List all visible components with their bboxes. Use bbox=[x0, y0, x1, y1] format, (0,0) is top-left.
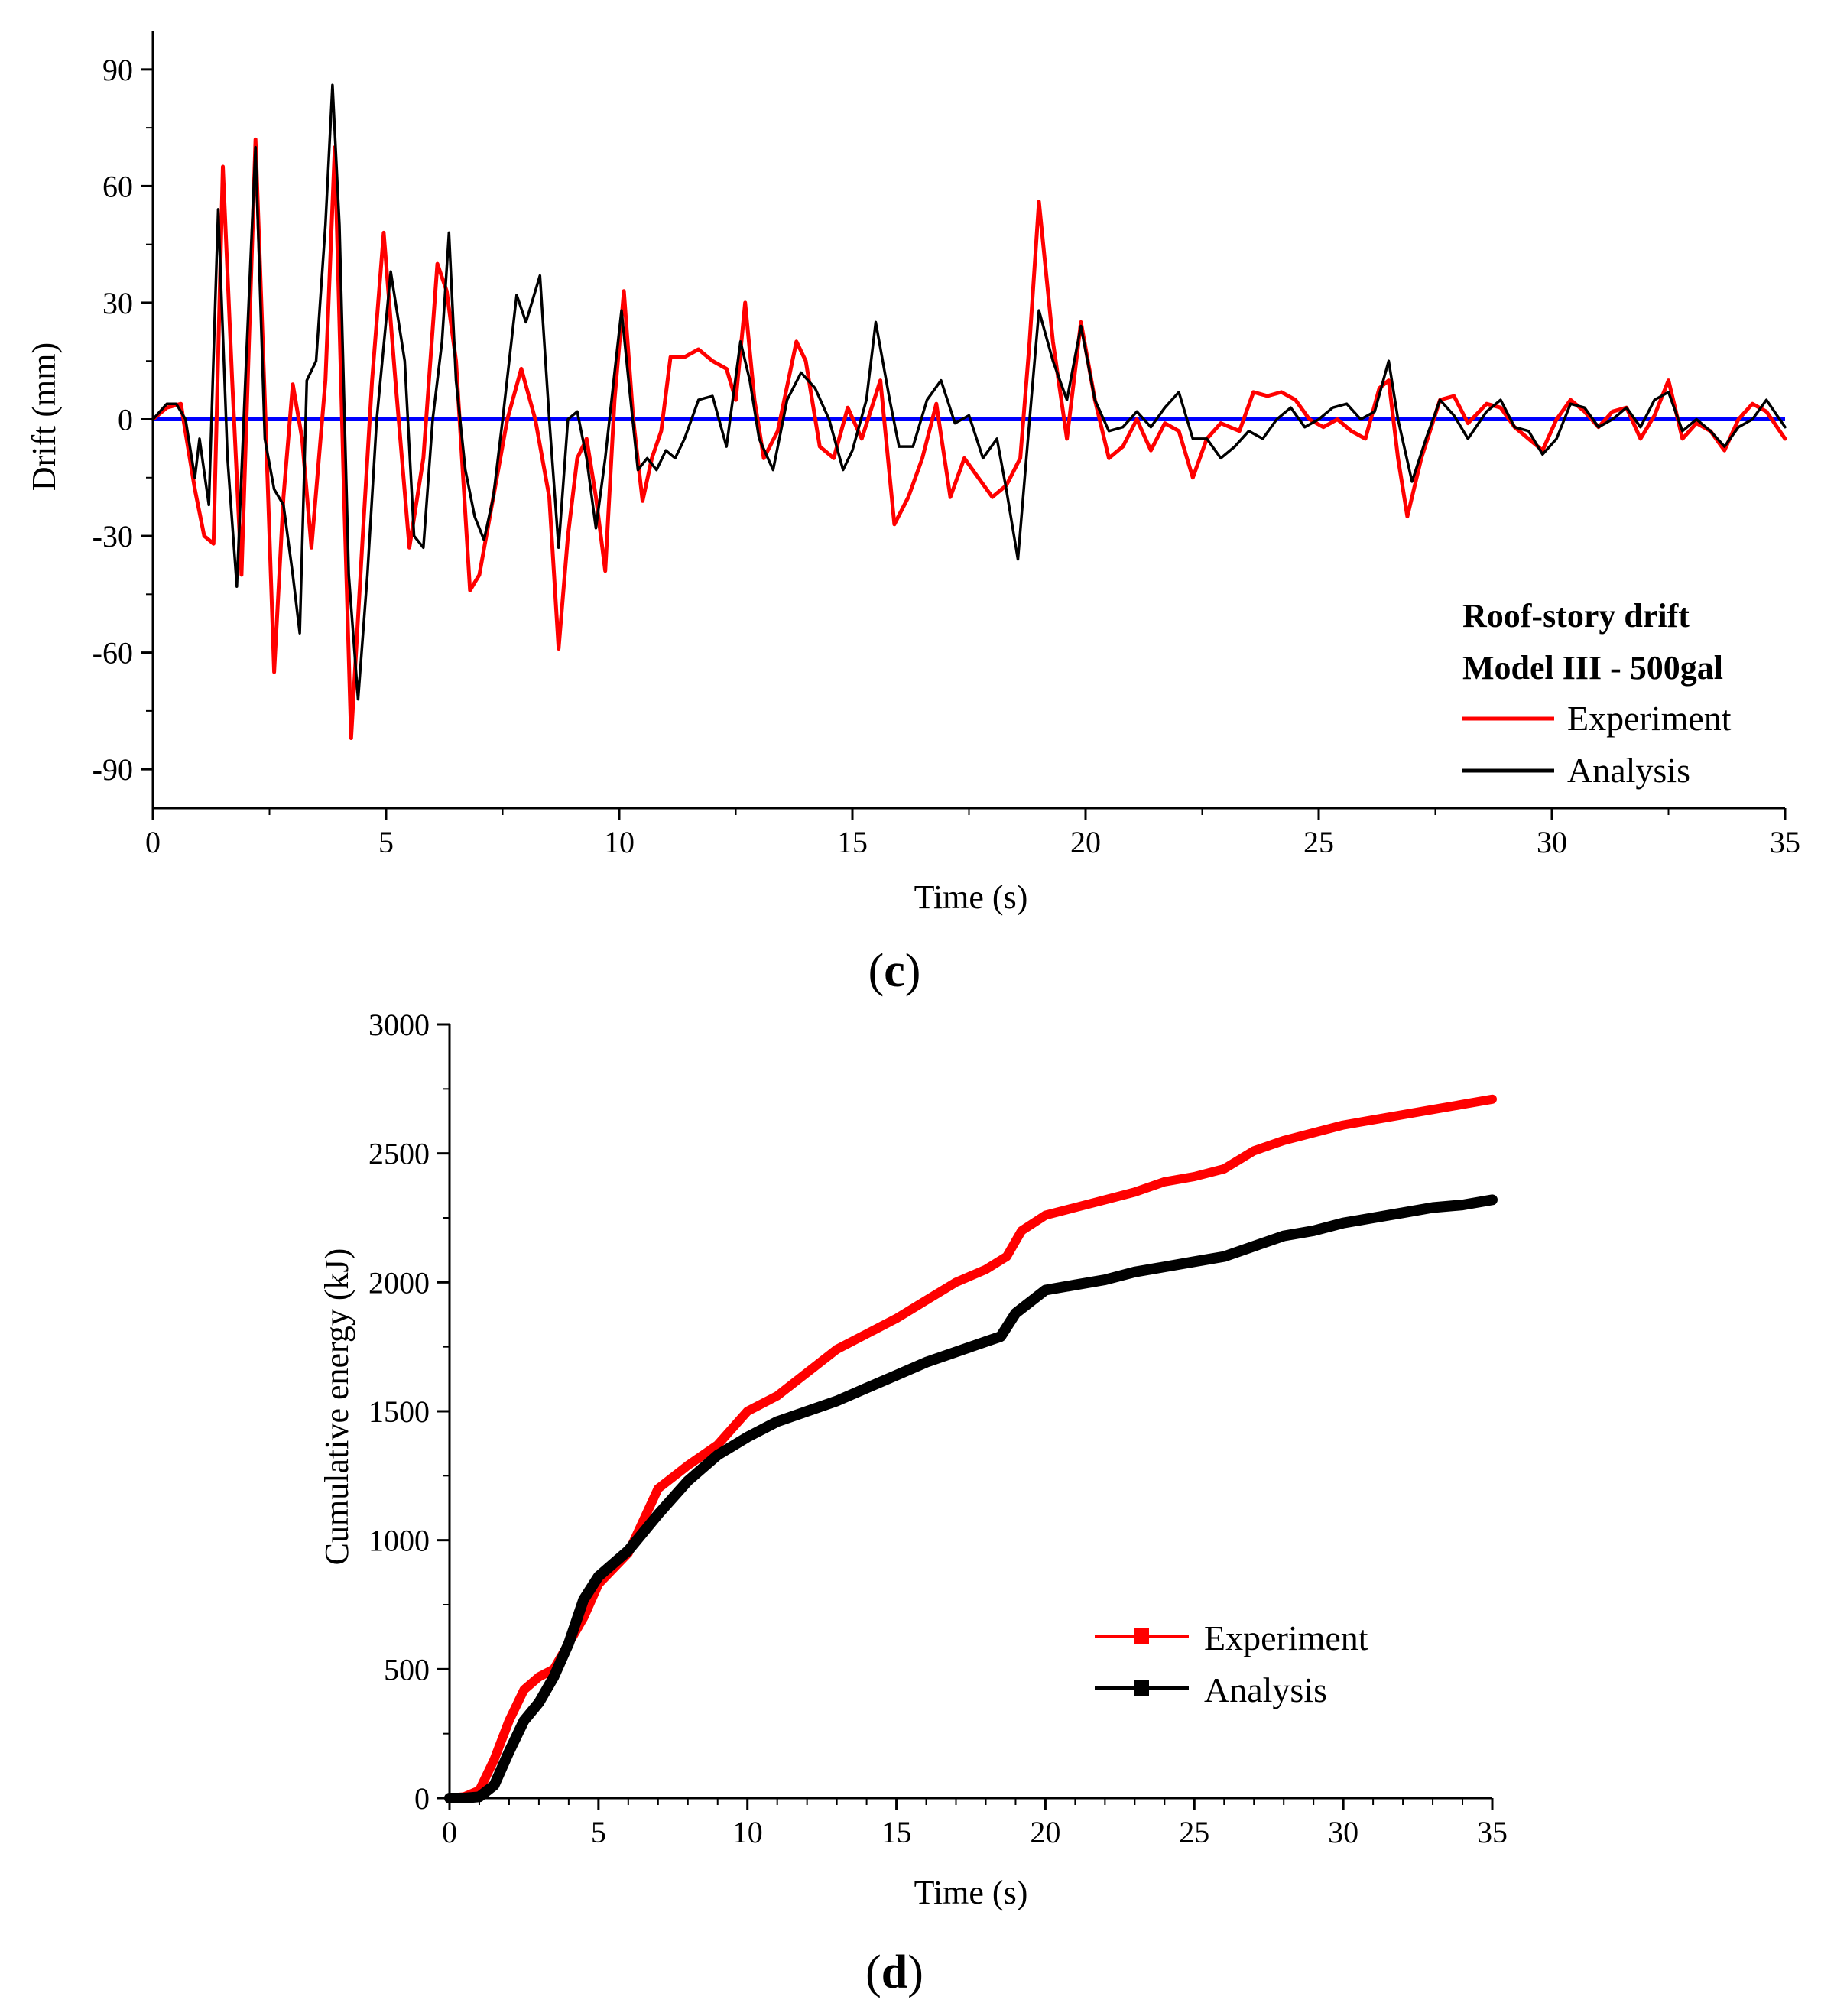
drift-y-axis-title: Drift (mm) bbox=[25, 342, 63, 491]
x-tick-label: 10 bbox=[732, 1815, 763, 1849]
energy-x-axis-title: Time (s) bbox=[914, 1874, 1028, 1911]
y-tick-label: 1000 bbox=[368, 1524, 430, 1558]
y-tick-label: 3000 bbox=[368, 1008, 430, 1042]
series-line-analysis bbox=[444, 1194, 1498, 1803]
series-line-analysis bbox=[151, 83, 1787, 701]
energy-chart: 0 5 10 15 20 25 30 35 0 500 1000 1500 2000 2500 3000 T… bbox=[318, 1008, 1508, 1998]
legend-marker-experiment bbox=[1134, 1628, 1149, 1644]
drift-x-axis-title: Time (s) bbox=[914, 878, 1028, 916]
x-tick-label: 30 bbox=[1328, 1815, 1358, 1849]
y-tick-label: 0 bbox=[414, 1781, 430, 1816]
panel-label-c: (c) bbox=[868, 945, 921, 997]
y-tick-label: 0 bbox=[118, 403, 133, 437]
x-tick-label: 35 bbox=[1477, 1815, 1508, 1849]
x-tick-label: 30 bbox=[1537, 825, 1567, 859]
y-tick-label: 30 bbox=[102, 286, 133, 320]
x-tick-label: 25 bbox=[1179, 1815, 1209, 1849]
legend-label-experiment: Experiment bbox=[1567, 699, 1732, 738]
legend-label-experiment: Experiment bbox=[1204, 1618, 1368, 1657]
x-tick-label: 35 bbox=[1770, 825, 1800, 859]
drift-legend: Roof-story drift Model III - 500gal Expe… bbox=[1462, 597, 1732, 790]
energy-y-axis-title: Cumulative energy (kJ) bbox=[318, 1248, 355, 1566]
x-tick-label: 25 bbox=[1303, 825, 1334, 859]
legend-marker-analysis bbox=[1134, 1680, 1149, 1696]
energy-ticks: 0 5 10 15 20 25 30 35 0 500 1000 1500 2000 2500 3000 bbox=[368, 1008, 1508, 1849]
legend-title-line-2: Model III - 500gal bbox=[1462, 649, 1723, 687]
panel-label-d: (d) bbox=[865, 1946, 923, 1998]
y-tick-label: 2000 bbox=[368, 1265, 430, 1300]
y-tick-label: 60 bbox=[102, 169, 133, 203]
x-tick-label: 15 bbox=[881, 1815, 912, 1849]
x-tick-label: 0 bbox=[442, 1815, 457, 1849]
legend-label-analysis: Analysis bbox=[1204, 1670, 1327, 1709]
y-tick-label: 90 bbox=[102, 53, 133, 87]
y-tick-label: 2500 bbox=[368, 1137, 430, 1171]
x-tick-label: 20 bbox=[1030, 1815, 1060, 1849]
series-line-experiment bbox=[445, 1094, 1497, 1803]
legend-label-analysis: Analysis bbox=[1567, 751, 1690, 790]
x-tick-label: 0 bbox=[145, 825, 161, 859]
drift-series-group bbox=[151, 83, 1787, 740]
y-tick-label: -30 bbox=[93, 519, 133, 554]
energy-legend: Experiment Analysis bbox=[1095, 1618, 1368, 1709]
drift-ticks: 0 5 10 15 20 25 30 35 -90 -60 -30 0 30 60 90 bbox=[93, 53, 1800, 859]
legend-title-line-1: Roof-story drift bbox=[1462, 597, 1690, 635]
x-tick-label: 10 bbox=[604, 825, 635, 859]
series-line-experiment bbox=[151, 137, 1787, 740]
x-tick-label: 15 bbox=[837, 825, 868, 859]
y-tick-label: 1500 bbox=[368, 1394, 430, 1429]
y-tick-label: 500 bbox=[384, 1652, 430, 1686]
y-tick-label: -60 bbox=[93, 636, 133, 670]
x-tick-label: 5 bbox=[378, 825, 394, 859]
x-tick-label: 20 bbox=[1070, 825, 1101, 859]
energy-series-group bbox=[444, 1094, 1498, 1803]
y-tick-label: -90 bbox=[93, 752, 133, 787]
x-tick-label: 5 bbox=[591, 1815, 606, 1849]
energy-axes bbox=[448, 1024, 1492, 1800]
